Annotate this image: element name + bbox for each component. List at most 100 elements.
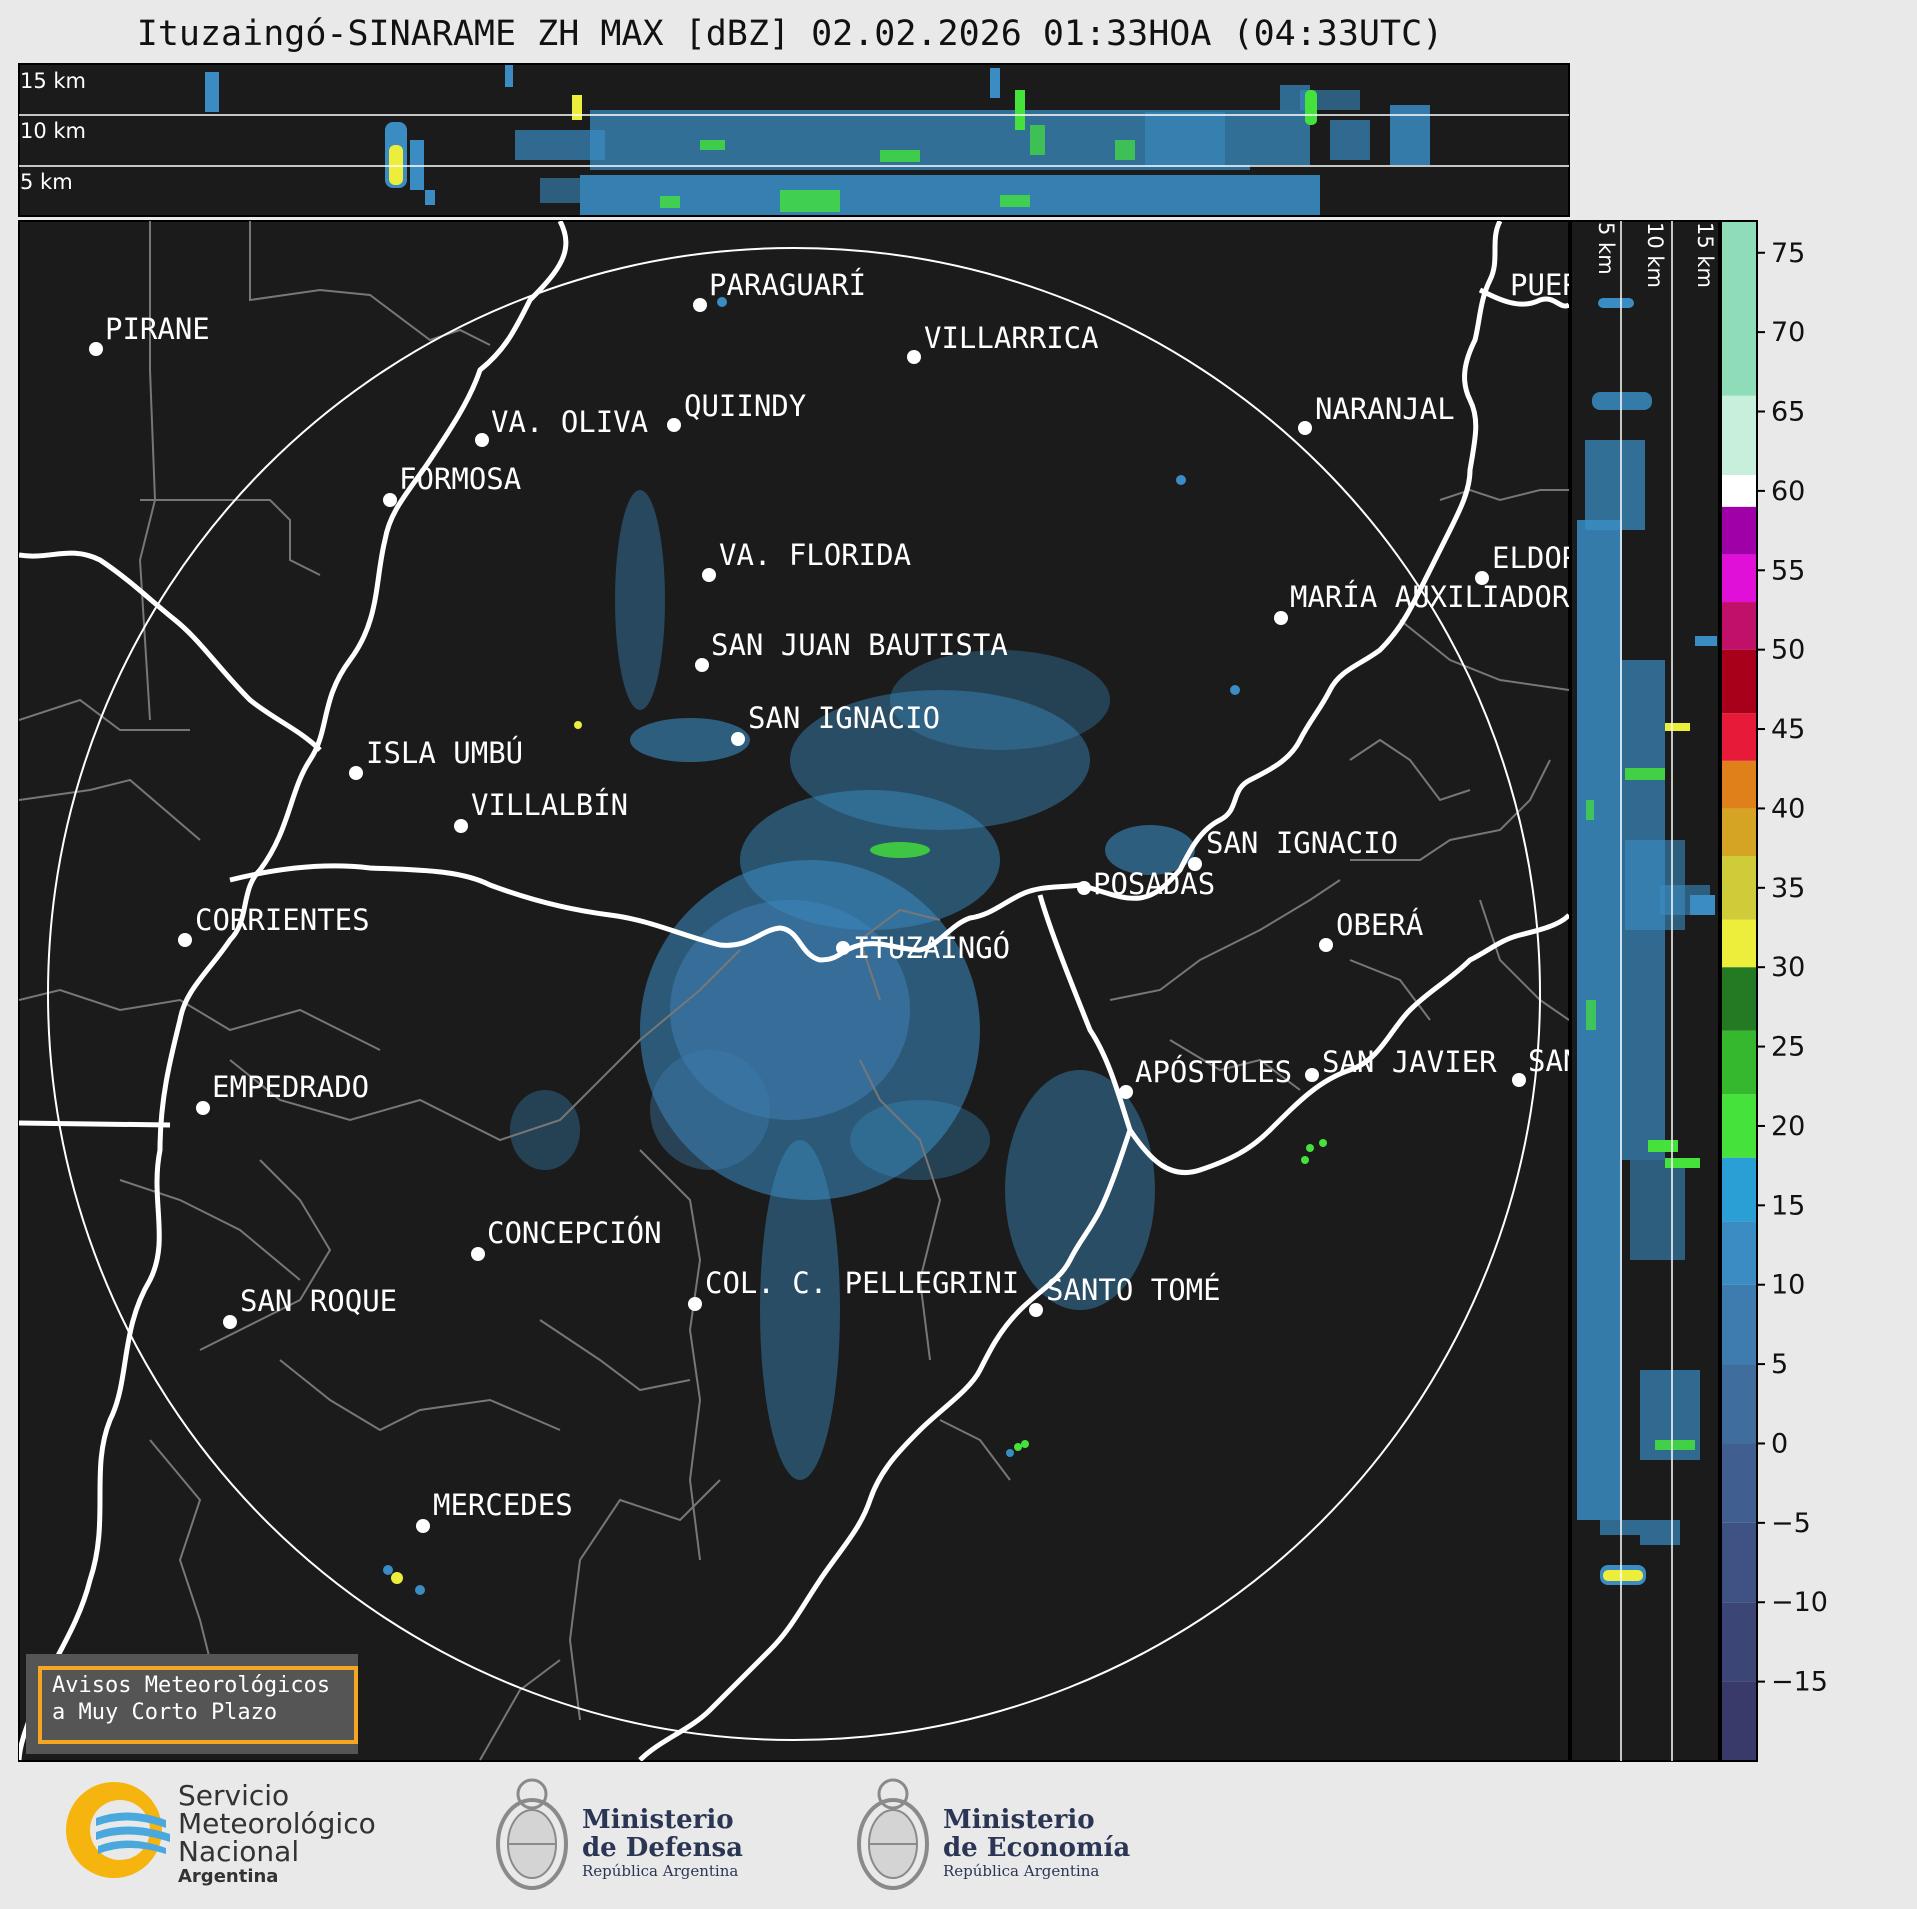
coat-of-arms-icon [496, 1778, 568, 1890]
city-label-san: SAN [1528, 1044, 1580, 1078]
range-ring [47, 247, 1541, 1741]
city-label-paraguari: PARAGUARÍ [709, 268, 866, 302]
colorbar-swatch [1721, 395, 1757, 476]
city-label-mercedes: MERCEDES [433, 1488, 573, 1522]
colorbar-swatch [1721, 1221, 1757, 1285]
colorbar-tick-label: 15 [1771, 1190, 1805, 1221]
colorbar-swatch [1721, 475, 1757, 507]
colorbar-swatch [1721, 856, 1757, 920]
side-height-panel: 5 km 10 km 15 km [1570, 220, 1720, 1762]
colorbar-swatch [1721, 602, 1757, 650]
colorbar-swatch [1721, 1284, 1757, 1365]
colorbar-swatch [1721, 967, 1757, 1031]
city-label-ituzaingo: ITUZAINGÓ [853, 931, 1010, 965]
top-height-label-5: 5 km [20, 170, 73, 194]
colorbar-tick-label: −15 [1771, 1667, 1828, 1698]
colorbar-swatch [1721, 1522, 1757, 1603]
city-label-isla-umbu: ISLA UMBÚ [366, 736, 523, 770]
colorbar-swatch [1721, 1157, 1757, 1222]
smn-line-2: Meteorológico [178, 1807, 376, 1840]
top-panel-echoes [205, 65, 1430, 215]
economia-line-3: República Argentina [943, 1862, 1100, 1880]
side-height-label-5: 5 km [1594, 222, 1618, 275]
colorbar-tick-label: 45 [1771, 714, 1805, 745]
city-label-va-oliva: VA. OLIVA [491, 405, 648, 439]
city-label-empedrado: EMPEDRADO [212, 1070, 369, 1104]
side-height-label-15: 15 km [1693, 222, 1717, 288]
rivers-and-borders [19, 221, 1569, 1761]
city-label-concepcion: CONCEPCIÓN [487, 1216, 662, 1250]
colorbar-swatch [1721, 554, 1757, 603]
city-label-quiindy: QUIINDY [684, 389, 806, 423]
city-label-villarrica: VILLARRICA [924, 321, 1099, 355]
colorbar-tick-label: 75 [1771, 238, 1805, 269]
city-label-pirane: PIRANE [105, 312, 210, 346]
smn-line-4: Argentina [178, 1866, 279, 1887]
map-title: Ituzaingó-SINARAME ZH MAX [dBZ] 02.02.20… [136, 14, 1444, 54]
colorbar-tick-label: 55 [1771, 555, 1805, 586]
smn-logo-icon [66, 1782, 170, 1878]
colorbar-swatch [1721, 506, 1757, 555]
city-label-obera: OBERÁ [1336, 908, 1423, 942]
colorbar-tick-label: 35 [1771, 873, 1805, 904]
notice-box[interactable]: Avisos Meteorológicos a Muy Corto Plazo [26, 1654, 358, 1754]
coat-of-arms-icon [857, 1778, 929, 1890]
colorbar-tick-label: 20 [1771, 1111, 1805, 1142]
colorbar-swatch [1721, 919, 1757, 968]
colorbar-swatch [1721, 1443, 1757, 1523]
city-label-maria-auxiliadora: MARÍA AUXILIADORA [1290, 580, 1587, 614]
colorbar-tick-label: 30 [1771, 952, 1805, 983]
colorbar-tick-label: 65 [1771, 397, 1805, 428]
defensa-line-3: República Argentina [582, 1862, 739, 1880]
top-height-label-15: 15 km [20, 69, 86, 93]
city-label-va-florida: VA. FLORIDA [719, 538, 911, 572]
city-label-apostoles: APÓSTOLES [1135, 1055, 1292, 1089]
colorbar-swatch [1721, 808, 1757, 857]
side-panel-echoes [1577, 298, 1717, 1585]
city-label-puerto: PUERTO [1510, 268, 1615, 302]
city-label-san-roque: SAN ROQUE [240, 1284, 397, 1318]
admin-borders [19, 221, 1569, 1761]
top-height-label-10: 10 km [20, 119, 86, 143]
colorbar-tick-label: 70 [1771, 317, 1805, 348]
economia-line-1: Ministerio [943, 1805, 1095, 1835]
colorbar-tick-label: 10 [1771, 1270, 1805, 1301]
city-label-san-ignacio-2: SAN IGNACIO [1206, 826, 1398, 860]
defensa-line-2: de Defensa [582, 1833, 743, 1863]
city-label-santo-tome: SANTO TOMÉ [1046, 1273, 1221, 1307]
top-height-panel: 15 km 10 km 5 km [18, 63, 1570, 217]
colorbar-swatch [1721, 713, 1757, 761]
colorbar-swatch [1721, 760, 1757, 809]
city-label-corrientes: CORRIENTES [195, 903, 370, 937]
city-label-posadas: POSADAS [1093, 867, 1215, 901]
colorbar-tick-label: 25 [1771, 1032, 1805, 1063]
city-label-naranjal: NARANJAL [1315, 392, 1455, 426]
economia-line-2: de Economía [943, 1833, 1131, 1863]
colorbar-swatch [1721, 1030, 1757, 1095]
city-label-villalbin: VILLALBÍN [471, 788, 628, 822]
city-label-formosa: FORMOSA [399, 462, 521, 496]
colorbar-tick-label: 40 [1771, 793, 1805, 824]
city-labels: PARAGUARÍ VILLARRICA PIRANE QUIINDY VA. … [105, 268, 1615, 1522]
colorbar-swatch [1721, 221, 1757, 396]
side-height-label-10: 10 km [1643, 222, 1667, 288]
colorbar-tick-label: 5 [1771, 1349, 1788, 1380]
colorbar-swatch [1721, 1602, 1757, 1682]
notice-line-1: Avisos Meteorológicos [52, 1673, 331, 1698]
colorbar-swatch [1721, 1681, 1757, 1761]
colorbar-tick-label: 0 [1771, 1428, 1788, 1459]
colorbar-tick-label: 50 [1771, 635, 1805, 666]
colorbar-swatch [1721, 1094, 1757, 1158]
colorbar-swatch [1721, 1364, 1757, 1444]
smn-line-3: Nacional [178, 1835, 300, 1868]
city-markers [89, 298, 1526, 1533]
colorbar-tick-label: −5 [1771, 1508, 1811, 1539]
city-label-san-ignacio-1: SAN IGNACIO [748, 701, 940, 735]
city-label-san-javier: SAN JAVIER [1322, 1045, 1497, 1079]
city-label-col-c-pellegrini: COL. C. PELLEGRINI [705, 1266, 1019, 1300]
colorbar-tick-label: 60 [1771, 476, 1805, 507]
notice-line-2: a Muy Corto Plazo [52, 1700, 278, 1725]
radar-map: PARAGUARÍ VILLARRICA PIRANE QUIINDY VA. … [18, 220, 1615, 1762]
